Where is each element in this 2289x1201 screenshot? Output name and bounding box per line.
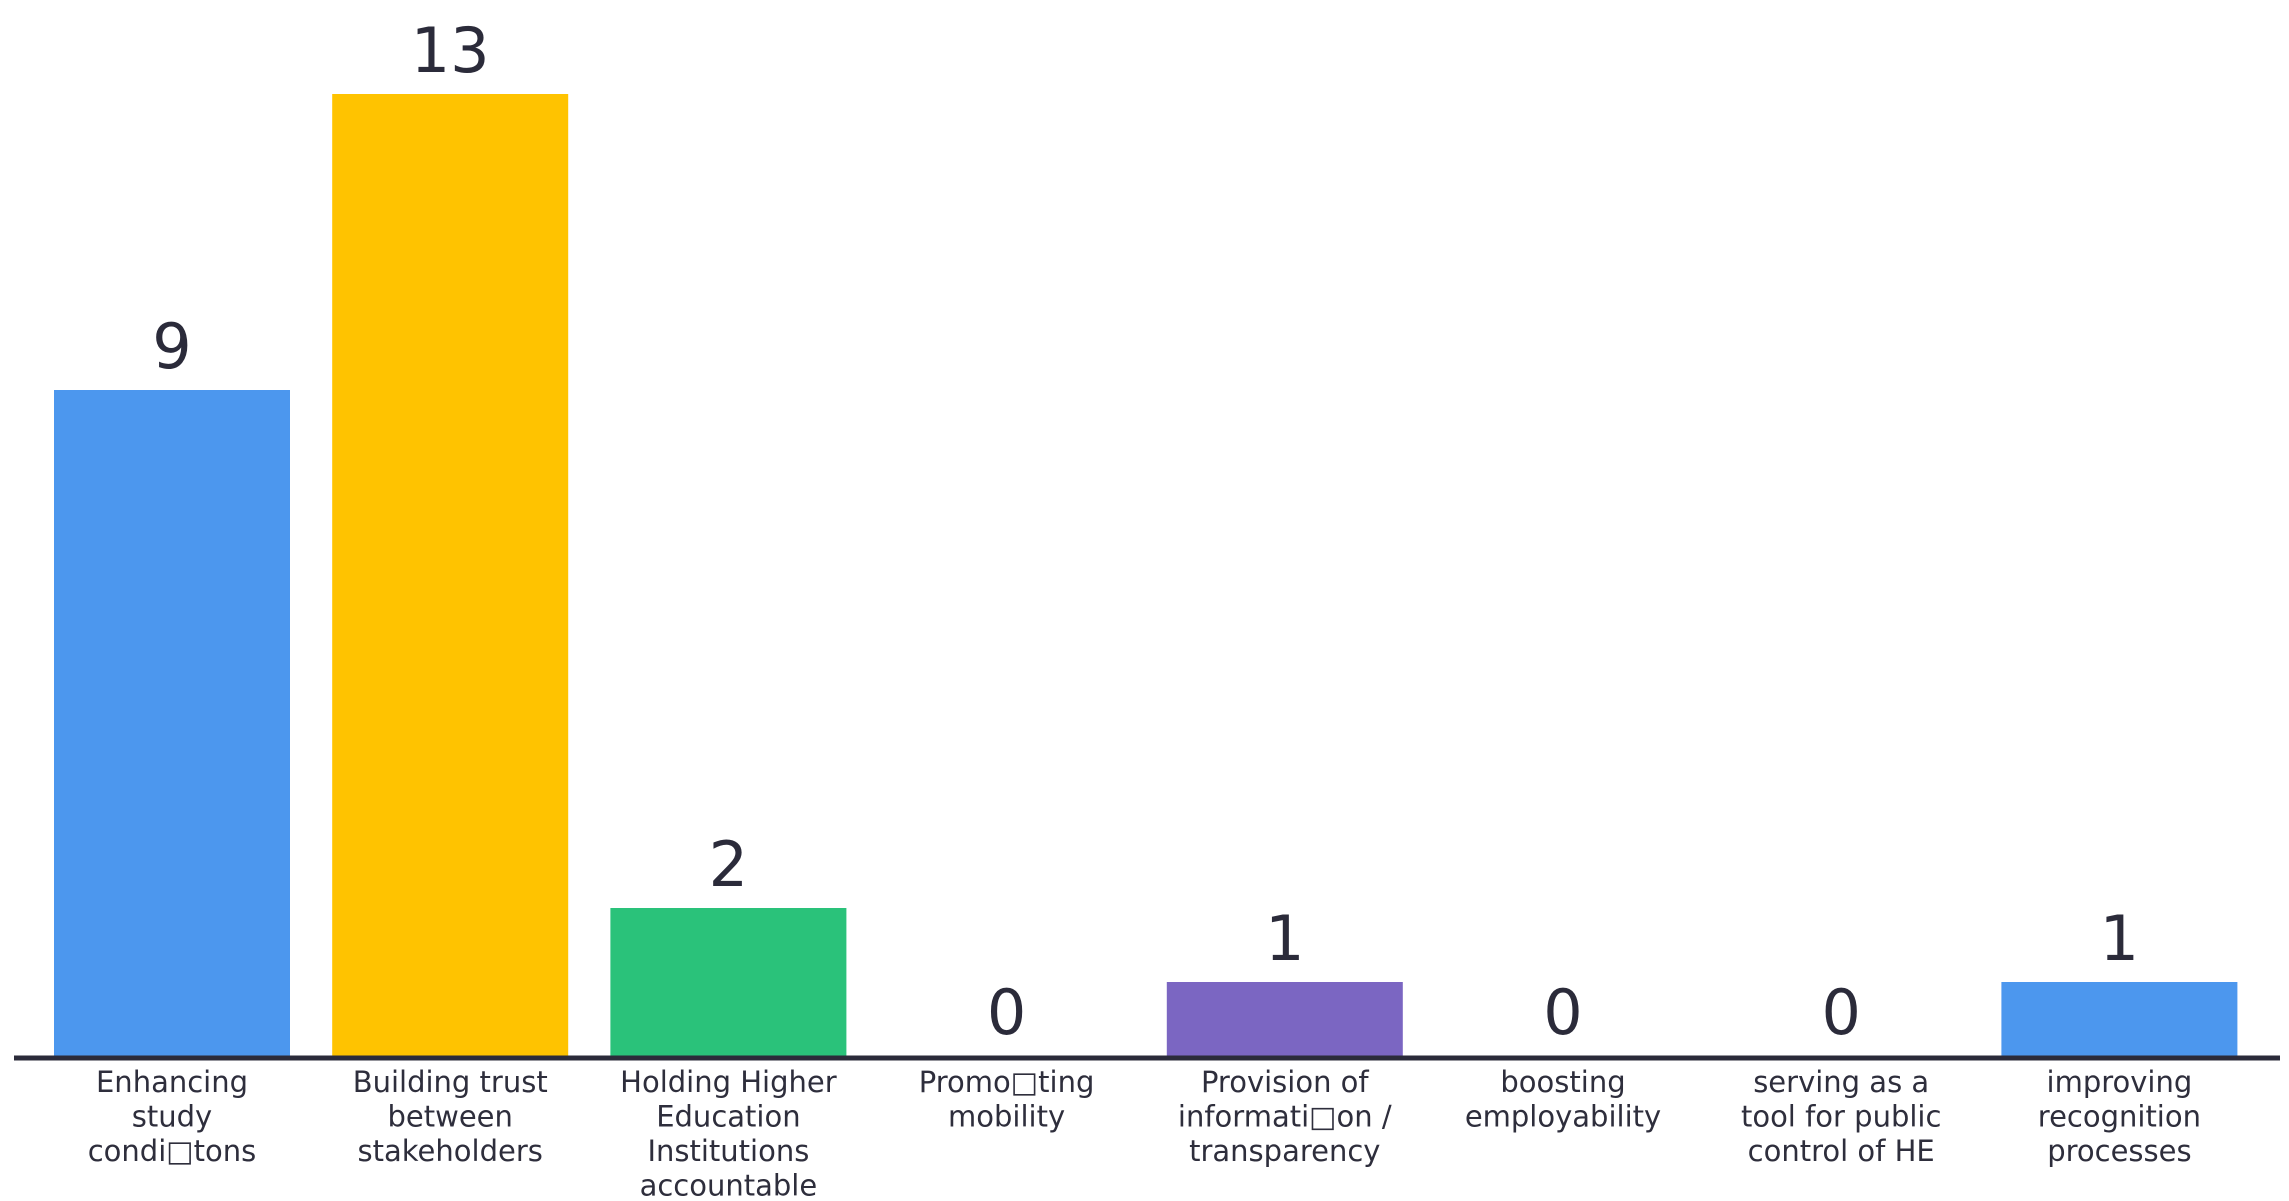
value-label-boosting-employability: 0: [1543, 976, 1582, 1049]
category-label-holding-higher-education-institutions-accountable: Holding Higher Education Institutions accou…: [620, 1065, 837, 1201]
value-label-serving-as-a-tool-for-public-control-of-he: 0: [1821, 976, 1860, 1049]
category-labels-group: Enhancing study condi□tons Building trust be…: [88, 1065, 2201, 1201]
category-label-promo-ting-mobility: Promo□ting mobility: [919, 1065, 1095, 1134]
bar-improving-recognition-processes: [2001, 982, 2238, 1056]
category-label-provision-of-informati-on-transparency: Provision of informati□on / transparency: [1178, 1065, 1392, 1168]
category-label-building-trust-between-stakeholders: Building trust between stakeholders: [353, 1065, 548, 1168]
category-label-serving-as-a-tool-for-public-control-of-he: serving as a tool for public control of HE: [1741, 1065, 1941, 1168]
bar-provision-of-informati-on-transparency: [1166, 982, 1403, 1056]
value-label-provision-of-informati-on-transparency: 1: [1265, 902, 1304, 975]
value-label-holding-higher-education-institutions-accountable: 2: [709, 828, 748, 901]
bars-group: [54, 94, 2238, 1056]
category-label-improving-recognition-processes: improving recognition processes: [2038, 1065, 2201, 1168]
value-label-promo-ting-mobility: 0: [987, 976, 1026, 1049]
bar-building-trust-between-stakeholders: [332, 94, 569, 1056]
value-label-enhancing-study-condi-tons: 9: [152, 310, 191, 383]
value-label-building-trust-between-stakeholders: 13: [411, 14, 490, 87]
category-label-enhancing-study-condi-tons: Enhancing study condi□tons: [88, 1065, 257, 1168]
value-labels-group: 9 13 2 0 1 0 0 1: [152, 14, 2139, 1049]
bar-enhancing-study-condi-tons: [54, 390, 290, 1056]
bar-holding-higher-education-institutions-accountable: [610, 908, 847, 1056]
category-label-boosting-employability: boosting employability: [1465, 1065, 1661, 1134]
value-label-improving-recognition-processes: 1: [2100, 902, 2139, 975]
